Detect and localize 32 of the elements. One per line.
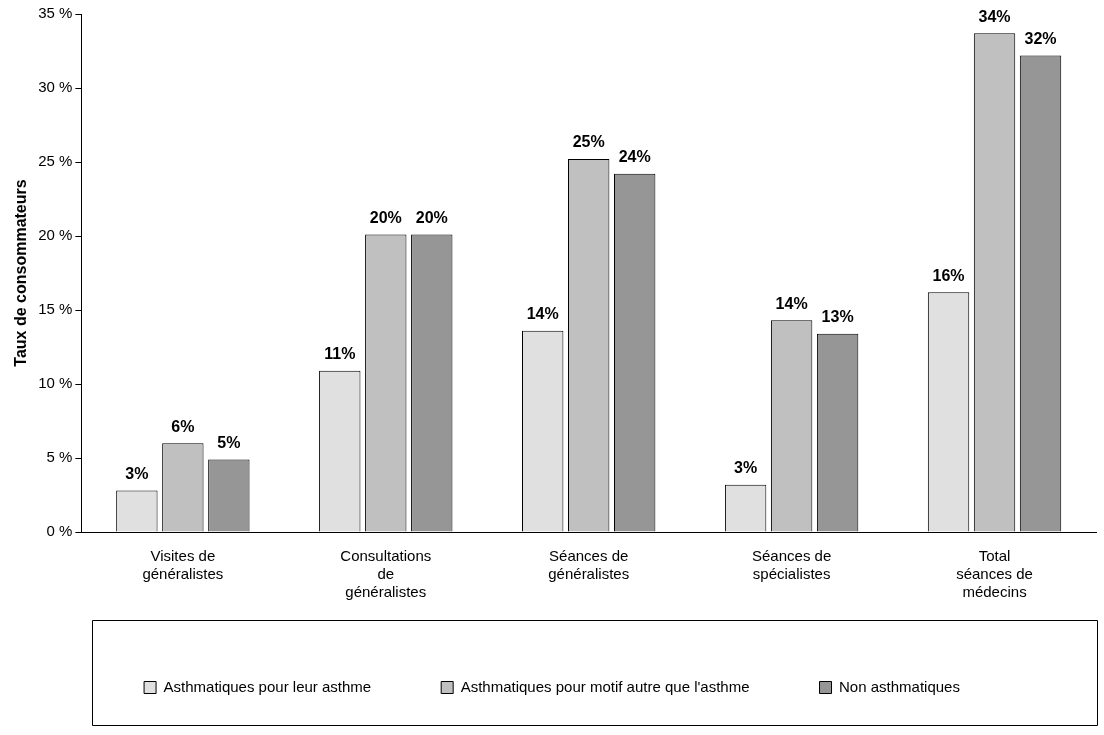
data-label: 20% [415,208,448,226]
data-label: 16% [932,266,965,284]
data-label: 6% [171,417,195,435]
y-tick-label: 30 % [38,78,73,96]
y-tick-label: 25 % [38,152,73,170]
legend-label: Non asthmatiques [839,677,960,695]
x-tick-label: Total séances de médecins [956,547,1033,601]
x-tick-label: Visites de généralistes [142,547,224,583]
data-label: 5% [217,433,241,451]
data-label: 25% [572,133,605,151]
y-tick-label: 5 % [46,448,73,466]
x-tick-label: Consultations de généralistes [340,547,432,601]
data-label: 34% [978,7,1011,25]
legend-label: Asthmatiques pour leur asthme [163,677,372,695]
y-tick-label: 0 % [46,522,73,540]
x-tick-label: Séances de généralistes [548,547,630,583]
data-label: 24% [618,148,651,166]
x-tick-label: Séances de spécialistes [752,547,832,583]
y-tick-label: 10 % [38,374,73,392]
data-label: 3% [125,464,149,482]
y-tick-label: 35 % [38,4,73,22]
data-label: 3% [734,459,758,477]
data-label: 14% [775,294,808,312]
data-label: 11% [324,345,356,363]
data-label: 13% [821,308,854,326]
legend-label: Asthmatiques pour motif autre que l'asthme [460,677,750,695]
data-label: 20% [369,208,402,226]
data-label: 14% [526,305,559,323]
y-tick-label: 20 % [38,226,73,244]
data-label: 32% [1024,29,1057,47]
y-tick-label: 15 % [38,300,73,318]
y-axis-title: Taux de consommateurs [12,179,30,367]
